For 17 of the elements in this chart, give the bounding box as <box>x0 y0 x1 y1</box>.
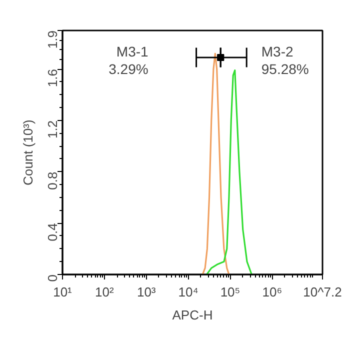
annotation: M3-2 95.28% <box>261 43 309 78</box>
y-tick-label: 0.8 <box>45 172 60 190</box>
x-tick-label: 10⁴ <box>178 284 198 300</box>
y-tick-label: 1.2 <box>45 120 60 138</box>
x-tick-label: 10² <box>95 284 114 300</box>
x-axis-title: APC-H <box>172 308 213 322</box>
x-tick-label: 10⁶ <box>262 284 282 300</box>
y-tick-label: 0 <box>45 274 60 282</box>
y-tick-label: 0.4 <box>45 223 60 242</box>
annotation: M3-1 3.29% <box>108 43 149 78</box>
y-tick-label: 1.9 <box>45 30 60 49</box>
x-tick-label: 10¹ <box>53 284 73 300</box>
y-axis-title: Count (10³) <box>20 120 36 186</box>
x-tick-label: 10⁵ <box>220 284 240 300</box>
x-tick-label: 10³ <box>136 284 156 300</box>
x-tick-label: 10^7.2 <box>303 284 342 300</box>
y-tick-label: 1.6 <box>45 69 60 88</box>
